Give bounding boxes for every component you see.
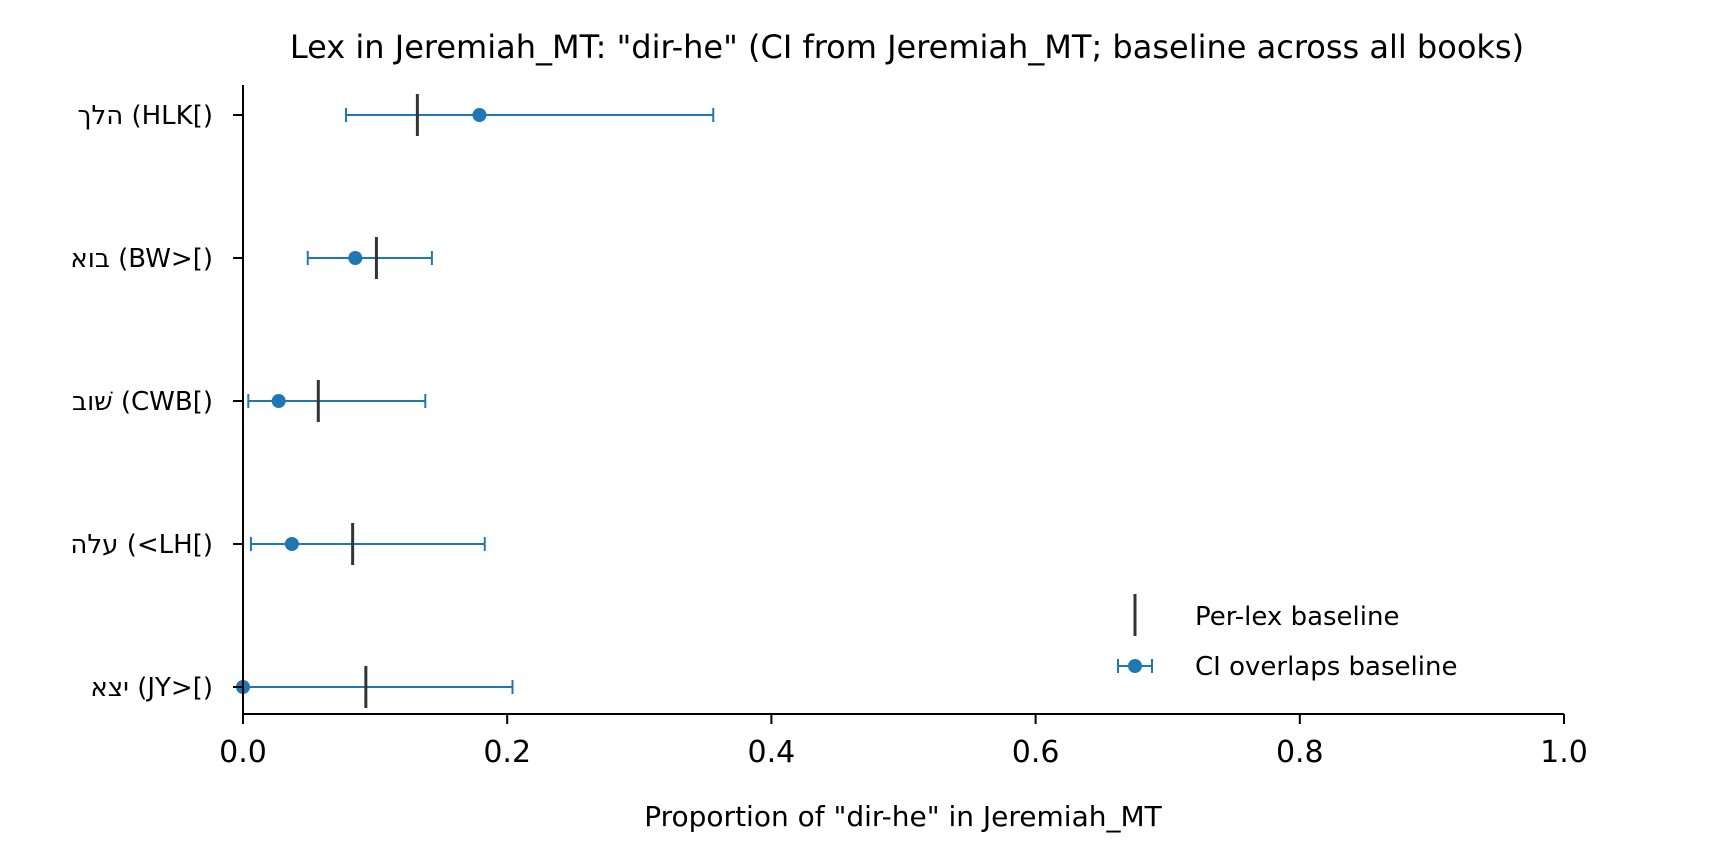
data-point <box>348 251 363 265</box>
y-tick-label: עלה (<LH[) <box>70 530 213 560</box>
chart-title: Lex in Jeremiah_MT: "dir-he" (CI from Je… <box>290 28 1524 66</box>
y-tick-label: בוא (BW>[) <box>70 244 213 274</box>
legend-label-baseline: Per-lex baseline <box>1195 602 1399 632</box>
x-tick-label: 0.8 <box>1276 735 1324 770</box>
data-point <box>284 537 299 551</box>
x-tick-label: 0.0 <box>219 735 267 770</box>
data-point <box>271 394 286 408</box>
x-tick-label: 0.6 <box>1012 735 1060 770</box>
y-tick-label: שׁוב (CWB[) <box>72 387 213 417</box>
legend: Per-lex baseline CI overlaps baseline <box>1117 594 1457 682</box>
y-tick-label: יצא (JY>[) <box>90 673 213 703</box>
plot-area <box>236 94 715 708</box>
x-tick-label: 0.2 <box>483 735 531 770</box>
x-axis-label: Proportion of "dir-he" in Jeremiah_MT <box>644 800 1162 833</box>
x-ticks: 0.0 0.2 0.4 0.6 0.8 1.0 <box>219 714 1588 770</box>
y-ticks: הלך (HLK[) בוא (BW>[) שׁוב (CWB[) עלה (<LH[… <box>70 101 243 703</box>
legend-label-ci: CI overlaps baseline <box>1195 652 1457 682</box>
data-point <box>472 108 487 122</box>
x-tick-label: 1.0 <box>1540 735 1588 770</box>
x-tick-label: 0.4 <box>748 735 796 770</box>
y-tick-label: הלך (HLK[) <box>77 101 213 131</box>
legend-ci-point <box>1128 659 1142 673</box>
